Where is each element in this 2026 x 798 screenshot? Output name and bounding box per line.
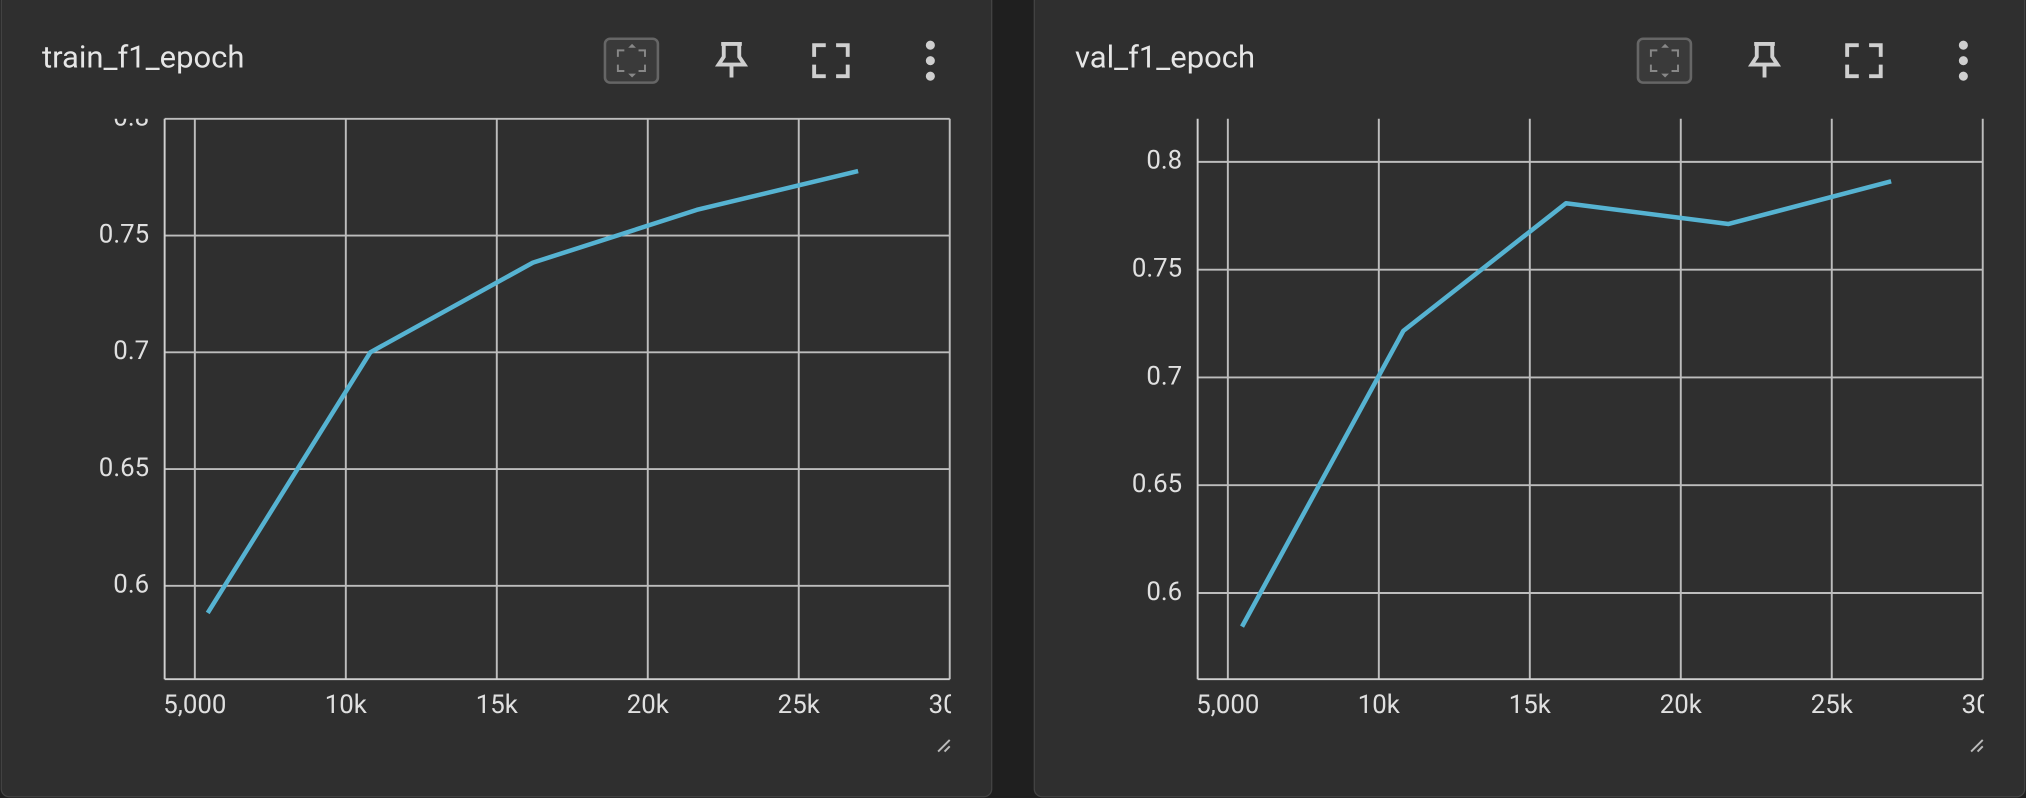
line-series	[1240, 179, 1892, 628]
grid	[164, 117, 951, 680]
card-title: val_f1_epoch	[1075, 39, 1255, 76]
plot-area	[1240, 179, 1892, 628]
fit-domain-button[interactable]	[603, 37, 660, 84]
y-tick-label: 0.7	[1146, 361, 1182, 391]
y-tick-label: 0.75	[1132, 254, 1182, 284]
pin-button[interactable]	[714, 41, 749, 78]
card-title: train_f1_epoch	[42, 39, 244, 76]
fullscreen-button[interactable]	[812, 43, 850, 79]
y-tick-label: 0.8	[113, 103, 149, 133]
tick-labels: 0.6 0.65 0.7 0.75 0.8	[1132, 146, 1182, 607]
tick-labels: 0.6 0.65 0.7 0.75 0.8	[99, 103, 149, 600]
x-tick-label: 15k	[476, 690, 519, 720]
y-tick-label: 0.7	[113, 336, 149, 366]
resize-handle[interactable]	[937, 739, 951, 753]
y-tick-label: 0.8	[1146, 146, 1182, 176]
y-tick-label: 0.65	[99, 453, 149, 483]
y-tick-label: 0.6	[113, 570, 149, 600]
x-tick-label: 30k	[1962, 690, 2005, 720]
x-tick-labels: 5,000 10k 15k 20k 25k 30k	[163, 690, 972, 720]
x-tick-label: 20k	[627, 690, 670, 720]
line-series	[205, 168, 859, 615]
pin-button[interactable]	[1747, 41, 1782, 78]
x-tick-label: 5,000	[163, 690, 226, 720]
menu-button[interactable]	[1958, 40, 1968, 81]
x-tick-label: 25k	[778, 690, 821, 720]
fit-domain-button[interactable]	[1636, 37, 1693, 84]
menu-button[interactable]	[925, 40, 935, 81]
grid	[1197, 118, 1984, 680]
x-tick-label: 15k	[1509, 690, 1552, 720]
toolbar	[1636, 37, 1984, 753]
x-tick-label: 10k	[1358, 690, 1401, 720]
x-tick-label: 10k	[325, 690, 368, 720]
x-tick-label: 20k	[1660, 690, 1703, 720]
chart: 0.6 0.65 0.7 0.75 0.8 5,000 10k 15k 20k 25k 30k	[1132, 118, 2005, 720]
x-tick-label: 30k	[929, 690, 972, 720]
x-tick-label: 5,000	[1196, 690, 1259, 720]
y-tick-label: 0.65	[1132, 469, 1182, 499]
x-tick-labels: 5,000 10k 15k 20k 25k 30k	[1196, 690, 2005, 720]
chart: 0.6 0.65 0.7 0.75 0.8 5,000 10k 15k 20k 25k 30k	[99, 103, 972, 720]
y-tick-label: 0.6	[1146, 577, 1182, 607]
resize-handle[interactable]	[1970, 739, 1984, 753]
toolbar	[603, 37, 951, 753]
y-tick-label: 0.75	[99, 219, 149, 249]
x-tick-label: 25k	[1811, 690, 1854, 720]
plot-area	[205, 168, 859, 615]
fullscreen-button[interactable]	[1845, 43, 1883, 79]
